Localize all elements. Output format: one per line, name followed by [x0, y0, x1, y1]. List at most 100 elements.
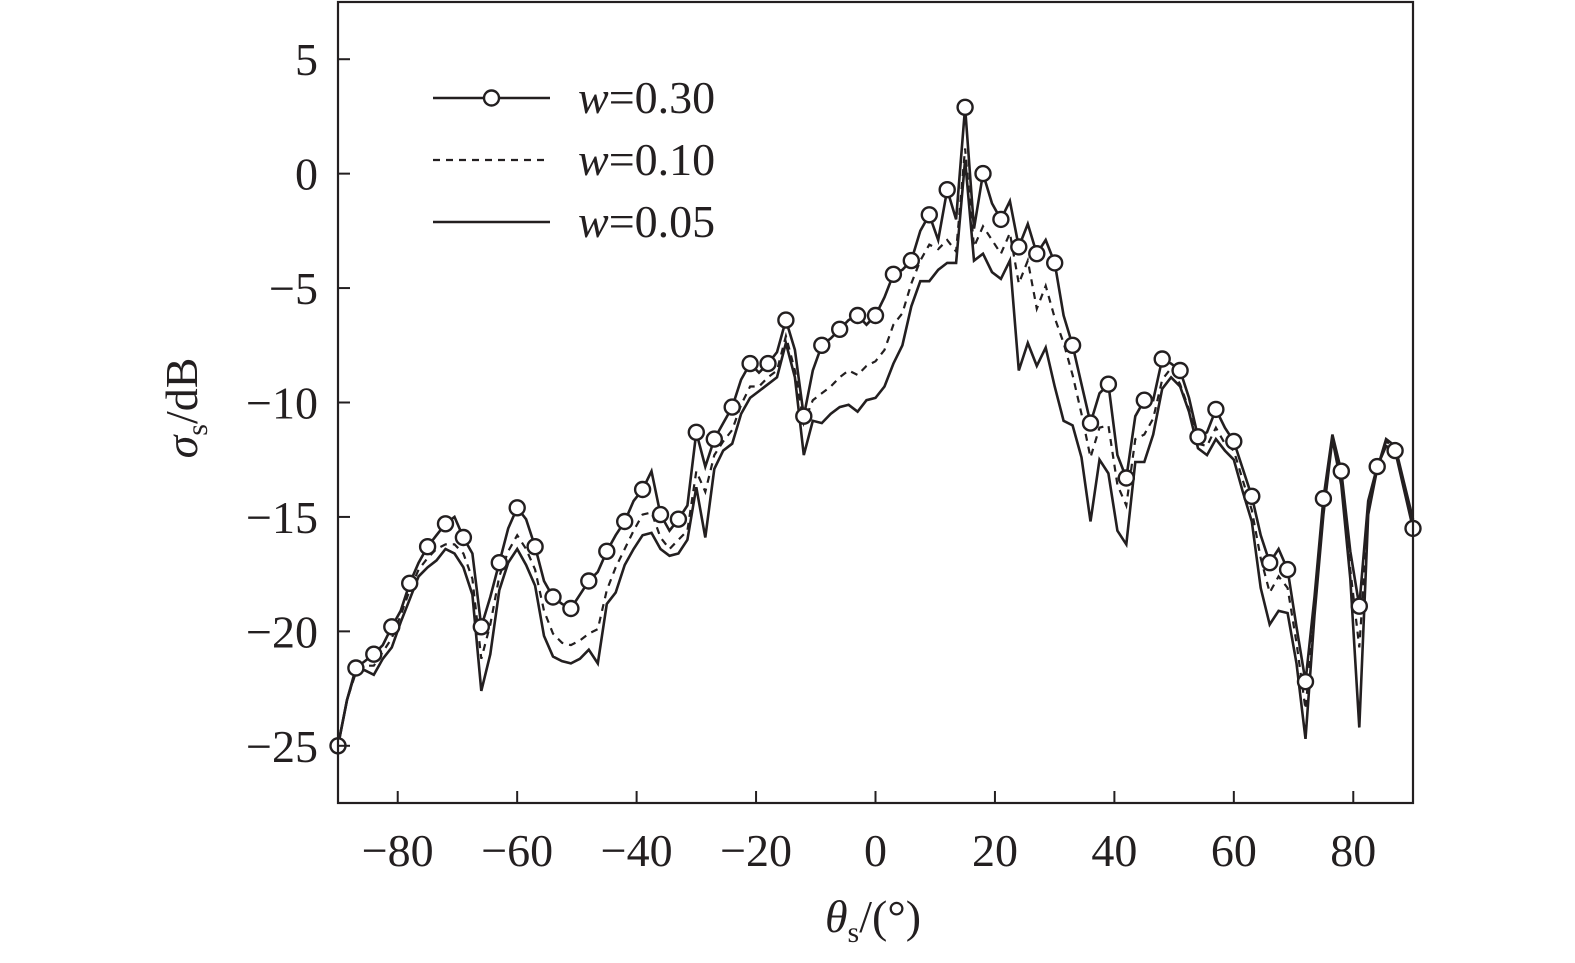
data-point: [436, 515, 455, 533]
x-axis-unit: /(°): [859, 891, 921, 942]
data-point: [1296, 673, 1315, 691]
y-tick-label: −25: [246, 721, 318, 772]
data-point: [1314, 489, 1333, 508]
data-point: [777, 311, 795, 329]
series-line-1: [336, 107, 1415, 747]
y-tick-label: −20: [246, 606, 318, 657]
data-point: [1189, 428, 1207, 446]
x-tick-label: 60: [1211, 825, 1257, 876]
data-point: [1332, 462, 1351, 480]
data-point: [365, 645, 383, 663]
y-axis-unit: /dB: [156, 358, 207, 424]
data-point: [1045, 254, 1064, 272]
y-tick-label: 5: [295, 34, 318, 85]
data-point: [1278, 560, 1297, 579]
marker-layer: [329, 98, 1422, 755]
data-point: [1207, 400, 1225, 419]
series-line-3: [336, 159, 1415, 747]
y-axis-symbol: σ: [156, 433, 207, 458]
data-point: [795, 407, 813, 425]
x-tick-label: 20: [972, 825, 1018, 876]
data-point: [633, 480, 652, 499]
y-tick-label: −5: [269, 263, 318, 314]
x-tick-label: 0: [864, 825, 887, 876]
y-tick-label: 0: [295, 149, 318, 200]
legend-label-3: w=0.05: [578, 196, 715, 247]
data-point: [938, 180, 956, 199]
legend-label-1: w=0.30: [578, 72, 715, 123]
series-layer: [336, 107, 1415, 747]
data-point: [1117, 469, 1136, 487]
legend-value: =0.05: [609, 196, 715, 247]
y-tick-label: −15: [246, 492, 318, 543]
data-point: [347, 659, 365, 677]
data-point: [831, 320, 849, 338]
data-point: [705, 430, 723, 448]
data-point: [974, 164, 992, 183]
data-point: [992, 210, 1010, 229]
data-point: [598, 542, 616, 560]
data-point: [848, 306, 867, 325]
data-point: [472, 618, 490, 636]
data-point: [562, 599, 580, 618]
x-tick-label: −20: [720, 825, 792, 876]
legend-label-2: w=0.10: [578, 134, 715, 185]
data-point: [454, 528, 473, 547]
data-point: [580, 572, 598, 590]
y-axis-subscript: s: [181, 424, 214, 436]
y-tick-label: −10: [246, 378, 318, 429]
x-axis-title: θs/(°): [825, 891, 921, 949]
x-tick-label: −60: [481, 825, 553, 876]
legend-var: w: [578, 72, 609, 123]
data-point: [1153, 350, 1171, 368]
data-point: [1010, 238, 1028, 256]
data-point: [687, 423, 705, 441]
legend: w=0.30w=0.10w=0.05: [433, 72, 715, 247]
plot-frame: [336, 0, 1415, 805]
x-tick-label: −80: [362, 825, 434, 876]
data-point: [1386, 441, 1404, 460]
data-point: [544, 588, 562, 606]
data-point: [1171, 361, 1189, 380]
data-point: [669, 510, 688, 528]
legend-var: w: [578, 196, 609, 247]
data-point: [1260, 554, 1279, 572]
data-point: [956, 98, 974, 117]
data-point: [1350, 597, 1369, 615]
data-point: [1099, 375, 1118, 393]
x-tick-label: 40: [1091, 825, 1137, 876]
data-point: [902, 251, 920, 270]
data-point: [1368, 457, 1386, 476]
data-point: [1063, 336, 1082, 354]
axes-layer: −80 −60 −40 −20 0 20 40 60 80 5 0 −5 −10 −15 −20 −25: [246, 0, 1415, 876]
data-point: [723, 398, 741, 416]
data-point: [866, 306, 885, 325]
data-point: [1081, 414, 1100, 432]
legend-marker: [482, 89, 501, 107]
legend-value: =0.10: [609, 134, 715, 185]
legend-value: =0.30: [609, 72, 715, 123]
data-point: [401, 574, 419, 592]
x-tick-label: −40: [601, 825, 673, 876]
x-axis-symbol: θ: [825, 891, 848, 942]
data-point: [1028, 244, 1046, 263]
data-point: [383, 618, 401, 636]
data-point: [1225, 432, 1243, 451]
data-point: [920, 206, 938, 224]
data-point: [1135, 391, 1154, 409]
y-axis-title: σs/dB: [156, 358, 214, 459]
data-point: [741, 354, 759, 373]
data-point: [759, 354, 777, 373]
x-axis-subscript: s: [848, 916, 860, 949]
data-point: [418, 538, 437, 556]
data-point: [884, 265, 903, 283]
series-line-2: [336, 148, 1415, 747]
data-point: [651, 505, 670, 524]
legend-var: w: [578, 134, 609, 185]
data-point: [616, 512, 634, 531]
x-tick-label: 80: [1330, 825, 1376, 876]
data-point: [526, 538, 544, 556]
data-point: [1243, 487, 1261, 505]
data-point: [490, 554, 508, 572]
